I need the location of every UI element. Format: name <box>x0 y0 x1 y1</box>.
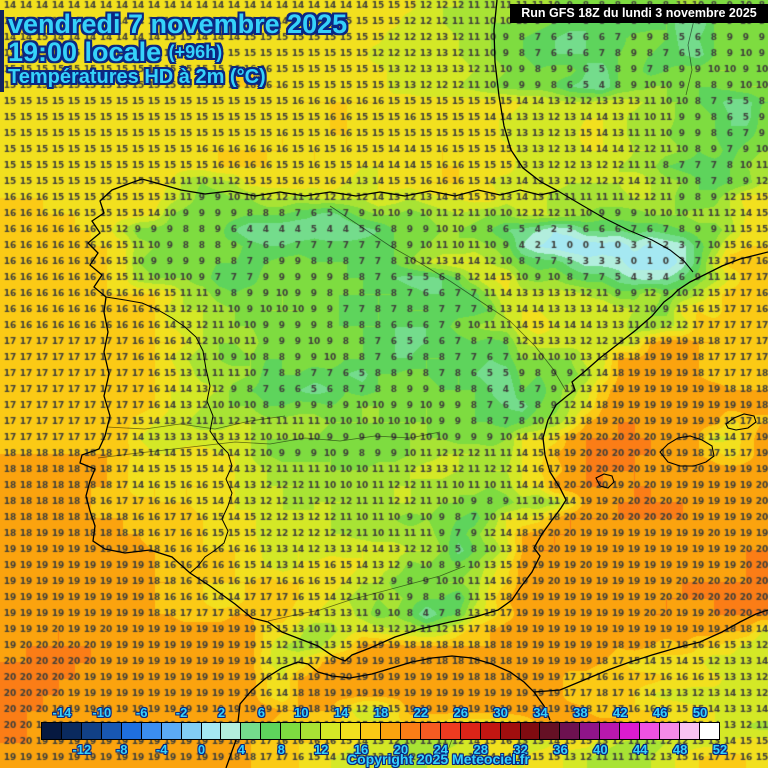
legend-tick-label: 34 <box>533 705 548 720</box>
legend-tick-label: 24 <box>433 742 449 757</box>
legend-tick-label: 40 <box>593 742 608 757</box>
legend-tick-label: 38 <box>573 705 588 720</box>
legend-segment <box>559 722 581 740</box>
legend-tick-label: 42 <box>613 705 628 720</box>
legend-segment <box>160 722 182 740</box>
legend-tick-label: -14 <box>52 705 72 720</box>
legend-tick-label: -6 <box>135 705 148 720</box>
legend-tick-label: 12 <box>313 742 329 757</box>
legend-tick-label: 50 <box>692 705 708 720</box>
legend-segment <box>260 722 282 740</box>
legend-tick-label: 2 <box>217 705 226 720</box>
legend-tick-label: -8 <box>115 742 128 757</box>
legend-segment <box>240 722 262 740</box>
legend-segment <box>41 722 62 740</box>
legend-tick-label: 6 <box>257 705 265 720</box>
legend-segment <box>280 722 302 740</box>
legend-segment <box>379 722 401 740</box>
legend-segment <box>479 722 501 740</box>
legend-segment <box>679 722 700 740</box>
legend-tick-label: 32 <box>513 742 528 757</box>
legend-segment <box>340 722 361 740</box>
legend-segment <box>399 722 421 740</box>
legend-tick-label: -12 <box>72 742 92 757</box>
run-info-label: Run GFS 18Z du lundi 3 novembre 2025 <box>510 4 768 23</box>
legend-tick-label: 44 <box>633 742 648 757</box>
legend-segment <box>320 722 342 740</box>
legend-segment <box>539 722 561 740</box>
legend-tick-label: -10 <box>92 705 112 720</box>
legend-segment <box>639 722 661 740</box>
legend-segment <box>459 722 481 740</box>
legend-tick-label: 46 <box>652 705 668 720</box>
legend-tick-label: 22 <box>413 705 429 720</box>
legend-tick-label: 8 <box>277 742 285 757</box>
legend-segment <box>360 722 381 740</box>
legend-segment <box>659 722 680 740</box>
legend-segment <box>180 722 202 740</box>
legend-segment <box>698 722 720 740</box>
legend-color-bar <box>41 722 720 740</box>
legend-segment <box>519 722 541 740</box>
legend-tick-label: 48 <box>672 742 688 757</box>
legend-segment <box>599 722 621 740</box>
legend-tick-label: 52 <box>712 742 728 757</box>
legend-tick-label: 0 <box>197 742 206 757</box>
legend-segment <box>140 722 162 740</box>
copyright-label: Copyright 2025 Meteociel.fr <box>347 751 530 767</box>
legend-tick-label: 20 <box>393 742 409 757</box>
legend-segment <box>80 722 102 740</box>
legend-tick-label: 26 <box>453 705 468 720</box>
legend-segment <box>619 722 641 740</box>
legend-tick-label: 16 <box>353 742 369 757</box>
forecast-title-block: vendredi 7 novembre 2025 19:00 locale (+… <box>8 10 347 88</box>
forecast-date-label: vendredi 7 novembre 2025 <box>8 9 348 39</box>
legend-segment <box>200 722 222 740</box>
legend-segment <box>300 722 322 740</box>
legend-tick-label: 30 <box>493 705 508 720</box>
legend-tick-label: 14 <box>333 705 349 720</box>
legend-segment <box>499 722 521 740</box>
legend-segment <box>419 722 441 740</box>
legend-segment <box>579 722 601 740</box>
legend-segment <box>439 722 461 740</box>
forecast-offset-label: (+96h) <box>168 42 223 63</box>
legend-segment <box>60 722 82 740</box>
legend-segment <box>120 722 142 740</box>
legend-segment <box>220 722 242 740</box>
legend-tick-label: -2 <box>175 705 188 720</box>
legend-tick-label: 10 <box>294 705 309 720</box>
legend-tick-label: 36 <box>553 742 568 757</box>
legend-segment <box>100 722 122 740</box>
legend-tick-label: 18 <box>373 705 389 720</box>
legend-tick-label: -4 <box>155 742 168 757</box>
map-variable-label: Températures HD à 2m (°C) <box>8 65 266 88</box>
forecast-time-label: 19:00 locale (+96h) <box>8 37 223 68</box>
map-left-border <box>0 10 4 92</box>
legend-tick-label: 28 <box>473 742 488 757</box>
legend-tick-label: 4 <box>237 742 246 757</box>
